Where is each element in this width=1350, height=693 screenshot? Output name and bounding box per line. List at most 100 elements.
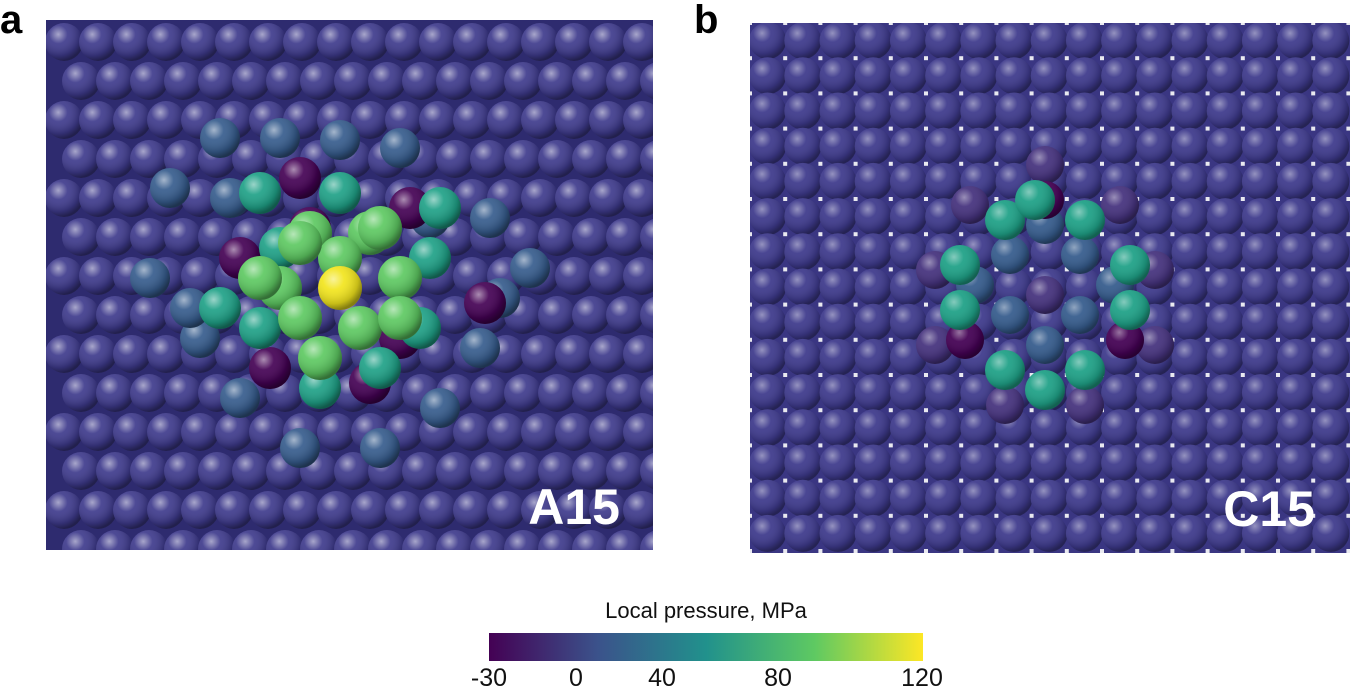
atom-shading [750, 514, 787, 552]
atom-shading [1136, 374, 1174, 412]
atom-shading [1136, 444, 1174, 482]
atom-shading [1101, 514, 1139, 552]
lattice-gap [750, 337, 752, 342]
atom-shading [995, 479, 1033, 517]
atom-shading [925, 409, 963, 447]
atom-shading [436, 530, 474, 550]
atom-shading [232, 530, 270, 550]
atom-shading [991, 296, 1029, 334]
lattice-gap [1205, 197, 1210, 201]
atom-shading [960, 92, 998, 130]
atom-shading [1065, 162, 1103, 200]
atom-shading [1206, 162, 1244, 200]
lattice-gap [1029, 513, 1034, 518]
atom-shading [436, 452, 474, 490]
atom-shading [96, 452, 134, 490]
lattice-gap [888, 232, 893, 237]
atom-shading [181, 491, 219, 529]
atom-shading [1136, 479, 1174, 517]
atom-shading [854, 444, 892, 482]
atom-shading [1206, 268, 1244, 306]
atom-shading [854, 92, 892, 130]
atom-shading [985, 200, 1025, 240]
atom-shading [378, 296, 422, 340]
lattice-gap [1240, 267, 1245, 272]
atom-shading [232, 62, 270, 100]
atom-shading [1277, 57, 1315, 95]
lattice-gap [1205, 337, 1210, 342]
lattice-gap [750, 408, 752, 413]
lattice-gap [1346, 549, 1350, 553]
atom-shading [113, 179, 151, 217]
atom-shading [960, 444, 998, 482]
lattice-gap [1240, 408, 1245, 413]
atom-shading [640, 218, 653, 256]
lattice-gap [853, 408, 858, 413]
atom-shading [1171, 92, 1209, 130]
atom-shading [589, 23, 627, 61]
atom-shading [368, 62, 406, 100]
atom-shading [1206, 233, 1244, 271]
colorbar [489, 633, 923, 661]
atom-shading [1171, 409, 1209, 447]
lattice-gap [818, 232, 823, 237]
atom-shading [1206, 444, 1244, 482]
atom-shading [113, 491, 151, 529]
panel-a-label: a [0, 0, 23, 42]
atom-shading [784, 57, 822, 95]
atom-shading [521, 23, 559, 61]
lattice-gap [1205, 23, 1210, 25]
atom-shading [1061, 296, 1099, 334]
lattice-gap [1311, 91, 1316, 96]
lattice-gap [853, 513, 858, 518]
atom-shading [130, 296, 168, 334]
atom-shading [1241, 162, 1279, 200]
lattice-gap [959, 513, 964, 518]
atom-shading [1101, 92, 1139, 130]
lattice-gap [1276, 302, 1280, 307]
lattice-gap [1064, 161, 1069, 166]
lattice-gap [994, 197, 999, 201]
atom-shading [606, 62, 644, 100]
lattice-gap [783, 302, 788, 307]
atom-shading [521, 413, 559, 451]
lattice-gap [888, 23, 893, 25]
atom-shading [1206, 479, 1244, 517]
atom-shading [1136, 409, 1174, 447]
atom-shading [1277, 409, 1315, 447]
lattice-gap [818, 408, 823, 413]
lattice-gap [888, 549, 893, 553]
atom-shading [995, 92, 1033, 130]
atom-shading [453, 413, 491, 451]
atom-shading [538, 62, 576, 100]
lattice-gap [818, 56, 823, 61]
atom-shading [538, 530, 576, 550]
atom-shading [1206, 127, 1244, 165]
atom-shading [278, 221, 322, 265]
atom-shading [1136, 127, 1174, 165]
atom-shading [784, 127, 822, 165]
lattice-gap [1346, 91, 1350, 96]
atom-shading [215, 413, 253, 451]
lattice-gap [853, 91, 858, 96]
lattice-gap [1170, 56, 1175, 61]
atom-shading [750, 92, 787, 130]
atom-shading [606, 530, 644, 550]
colorbar-tick: 40 [648, 664, 676, 692]
atom-shading [62, 296, 100, 334]
atom-shading [1312, 514, 1350, 552]
atom-shading [985, 350, 1025, 390]
lattice-gap [1240, 337, 1245, 342]
atom-shading [1241, 374, 1279, 412]
lattice-gap [1029, 23, 1034, 25]
lattice-gap [750, 443, 752, 448]
lattice-gap [1064, 23, 1069, 25]
lattice-gap [924, 23, 928, 25]
lattice-gap [783, 267, 788, 272]
atom-shading [854, 127, 892, 165]
atom-shading [784, 479, 822, 517]
lattice-gap [888, 197, 893, 201]
atom-shading [96, 218, 134, 256]
atom-shading [750, 479, 787, 517]
atom-shading [215, 491, 253, 529]
